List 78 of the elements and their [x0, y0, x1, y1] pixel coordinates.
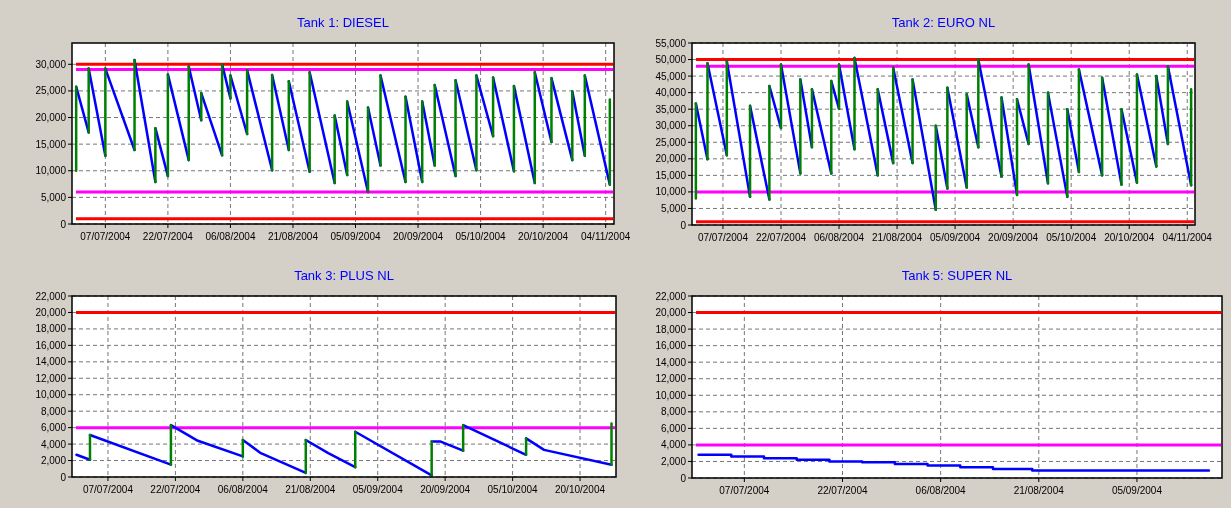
x-tick-label: 21/08/2004: [1013, 485, 1065, 496]
x-tick-label: 22/07/2004: [150, 484, 201, 495]
y-tick-label: 8,000: [40, 405, 67, 417]
y-tick-label: 30,000: [35, 58, 67, 70]
y-tick-label: 25,000: [35, 85, 67, 97]
x-tick-label: 22/07/2004: [142, 231, 194, 242]
x-tick-label: 20/10/2004: [1104, 232, 1155, 243]
y-tick-label: 20,000: [35, 306, 67, 318]
x-tick-label: 06/08/2004: [915, 485, 967, 496]
x-tick-label: 06/08/2004: [217, 484, 269, 495]
y-tick-label: 30,000: [655, 120, 687, 132]
chart-title: Tank 2: EURO NL: [891, 15, 996, 30]
y-tick-label: 10,000: [655, 389, 687, 401]
x-tick-label: 20/09/2004: [988, 232, 1039, 243]
x-tick-label: 21/08/2004: [872, 232, 923, 243]
x-tick-label: 21/08/2004: [267, 231, 319, 242]
y-tick-label: 22,000: [655, 290, 687, 302]
y-tick-label: 12,000: [35, 372, 67, 384]
x-tick-label: 06/08/2004: [814, 232, 865, 243]
y-tick-label: 16,000: [35, 339, 67, 351]
y-tick-label: 40,000: [655, 87, 687, 99]
y-tick-label: 2,000: [40, 455, 67, 467]
x-tick-label: 07/07/2004: [719, 485, 770, 496]
y-tick-label: 18,000: [35, 323, 67, 335]
x-tick-label: 05/09/2004: [352, 484, 404, 495]
y-tick-label: 45,000: [655, 70, 687, 82]
y-tick-label: 0: [60, 218, 67, 230]
x-tick-label: 07/07/2004: [82, 484, 134, 495]
x-tick-label: 07/07/2004: [697, 232, 749, 243]
x-tick-label: 05/10/2004: [455, 231, 507, 242]
x-tick-label: 05/10/2004: [487, 484, 539, 495]
y-tick-label: 20,000: [655, 307, 687, 319]
y-tick-label: 20,000: [655, 153, 687, 165]
y-tick-label: 5,000: [660, 202, 687, 214]
y-tick-label: 10,000: [35, 165, 67, 177]
x-tick-label: 21/08/2004: [285, 484, 336, 495]
y-tick-label: 22,000: [35, 290, 67, 302]
y-tick-label: 0: [680, 472, 687, 484]
y-tick-label: 14,000: [655, 356, 687, 368]
y-tick-label: 6,000: [660, 422, 687, 434]
y-tick-label: 14,000: [35, 356, 67, 368]
x-tick-label: 05/09/2004: [330, 231, 381, 242]
x-tick-label: 04/11/2004: [581, 231, 631, 242]
x-tick-label: 05/10/2004: [1046, 232, 1097, 243]
x-tick-label: 22/07/2004: [817, 485, 868, 496]
y-tick-label: 0: [60, 471, 67, 483]
y-tick-label: 6,000: [40, 422, 67, 434]
y-tick-label: 35,000: [655, 103, 687, 115]
y-tick-label: 12,000: [655, 373, 687, 385]
y-tick-label: 4,000: [660, 439, 687, 451]
x-tick-label: 20/09/2004: [420, 484, 471, 495]
x-tick-label: 05/09/2004: [930, 232, 981, 243]
y-tick-label: 25,000: [655, 136, 687, 148]
x-tick-label: 04/11/2004: [1162, 232, 1213, 243]
y-tick-label: 4,000: [40, 438, 67, 450]
x-tick-label: 07/07/2004: [80, 231, 131, 242]
chart-title: Tank 1: DIESEL: [297, 15, 389, 30]
y-tick-label: 55,000: [655, 37, 687, 49]
y-tick-label: 10,000: [35, 389, 67, 401]
y-tick-label: 10,000: [655, 186, 687, 198]
y-tick-label: 5,000: [40, 191, 67, 203]
y-tick-label: 18,000: [655, 323, 687, 335]
chart-title: Tank 3: PLUS NL: [294, 268, 394, 283]
y-tick-label: 50,000: [655, 54, 687, 66]
y-tick-label: 8,000: [660, 406, 687, 418]
y-tick-label: 15,000: [655, 169, 687, 181]
y-tick-label: 2,000: [660, 455, 687, 467]
x-tick-label: 20/10/2004: [555, 484, 606, 495]
y-tick-label: 0: [680, 219, 687, 231]
x-tick-label: 05/09/2004: [1111, 485, 1163, 496]
y-tick-label: 16,000: [655, 340, 687, 352]
chart-title: Tank 5: SUPER NL: [901, 268, 1013, 283]
x-tick-label: 06/08/2004: [205, 231, 256, 242]
x-tick-label: 20/10/2004: [518, 231, 569, 242]
x-tick-label: 20/09/2004: [393, 231, 444, 242]
x-tick-label: 22/07/2004: [755, 232, 807, 243]
y-tick-label: 20,000: [35, 112, 67, 124]
y-tick-label: 15,000: [35, 138, 67, 150]
